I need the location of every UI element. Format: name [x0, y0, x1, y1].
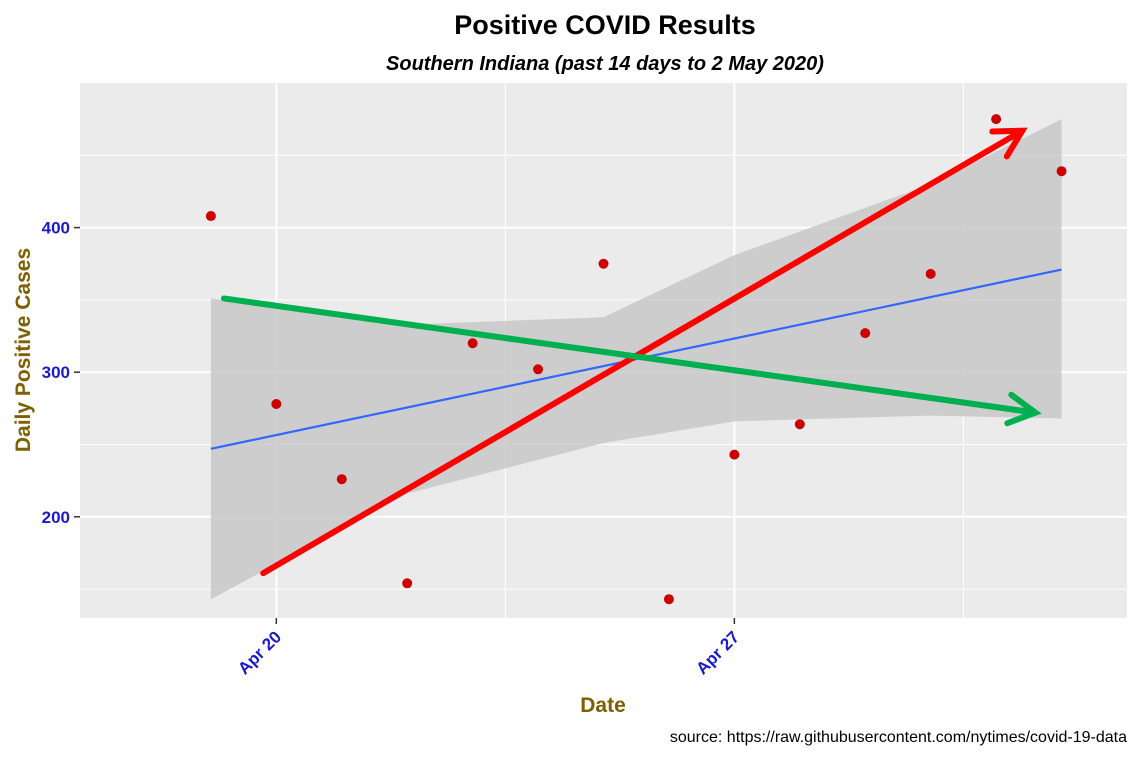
data-point: [402, 578, 413, 589]
x-axis-ticks: Apr 20 Apr 27: [234, 618, 743, 678]
green-arrow: [220, 295, 1036, 416]
chart-title: Positive COVID Results: [454, 10, 756, 40]
data-point: [663, 594, 674, 605]
y-tick-label: 300: [42, 363, 70, 382]
y-axis-ticks: 200 300 400: [42, 219, 80, 527]
y-axis-title: Daily Positive Cases: [12, 248, 35, 452]
source-caption: source: https://raw.githubusercontent.co…: [670, 729, 1127, 746]
data-point: [1056, 166, 1067, 177]
data-point: [794, 419, 805, 430]
data-point: [729, 449, 740, 460]
y-tick-label: 200: [42, 508, 70, 527]
data-point: [467, 338, 478, 349]
data-point: [598, 258, 609, 269]
chart-subtitle: Southern Indiana (past 14 days to 2 May …: [386, 53, 824, 75]
data-point: [925, 268, 936, 279]
green-arrow-head: [1004, 391, 1042, 427]
data-point: [271, 399, 282, 409]
annotation-arrows: [220, 127, 1042, 577]
data-point: [533, 364, 544, 375]
data-point: [336, 474, 347, 485]
red-arrow-head: [989, 127, 1028, 160]
x-axis-title: Date: [580, 694, 626, 717]
data-points: [205, 114, 1067, 605]
red-arrow: [260, 129, 1023, 577]
x-tick-label: Apr 27: [692, 627, 743, 678]
y-tick-label: 400: [42, 219, 70, 238]
data-point: [205, 211, 216, 222]
x-tick-label: Apr 20: [234, 627, 285, 678]
data-point: [991, 114, 1002, 125]
data-point: [860, 328, 871, 339]
